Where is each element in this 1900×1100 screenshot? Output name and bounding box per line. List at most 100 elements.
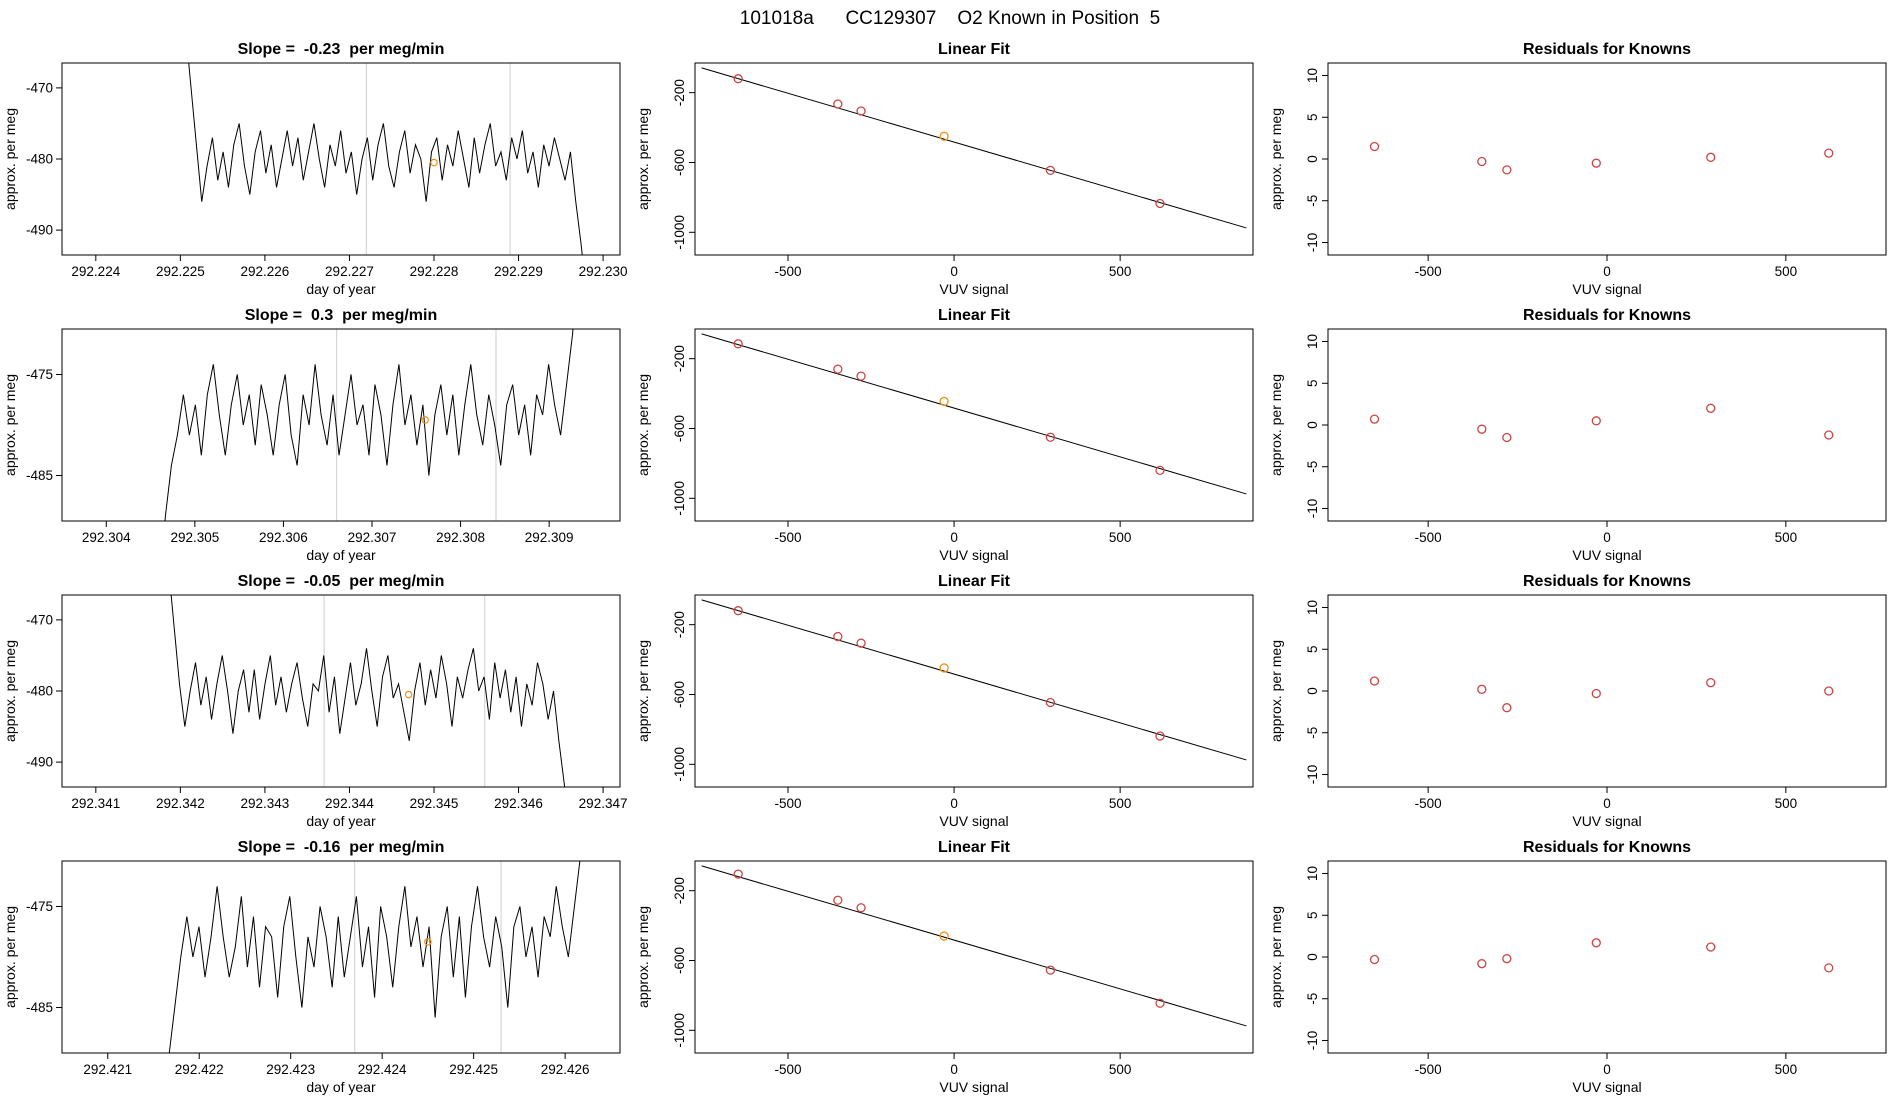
svg-text:-5: -5: [1305, 727, 1320, 739]
chart-canvas: -500 0 500 -200 -600 -1000 Linear Fit VUV signa…: [635, 839, 1254, 1095]
plot-r2-linear-fit: -500 0 500 -200 -600 -1000 Linear Fit VUV signa…: [633, 302, 1266, 568]
svg-text:0: 0: [1603, 530, 1611, 545]
svg-text:500: 500: [1109, 264, 1132, 279]
svg-text:292.422: 292.422: [175, 1062, 224, 1077]
svg-text:Residuals for Knowns: Residuals for Knowns: [1523, 307, 1691, 324]
plot-r1-linear-fit: -500 0 500 -200 -600 -1000 Linear Fit VUV signa…: [633, 36, 1266, 302]
svg-text:292.346: 292.346: [494, 796, 543, 811]
chart-canvas: -500 0 500 10 5 0 -5 -10 Residuals for Knowns VUV…: [1268, 41, 1887, 297]
svg-text:Linear Fit: Linear Fit: [938, 839, 1011, 856]
svg-text:approx. per meg: approx. per meg: [635, 906, 651, 1008]
svg-text:292.307: 292.307: [348, 530, 397, 545]
svg-text:0: 0: [1603, 1062, 1611, 1077]
svg-text:VUV signal: VUV signal: [1572, 1079, 1641, 1095]
svg-text:day of year: day of year: [306, 547, 376, 563]
svg-text:292.342: 292.342: [156, 796, 205, 811]
chart-canvas: 292.341 292.342 292.343 292.344 292.345 292.3…: [2, 573, 628, 829]
plot-r4-linear-fit: -500 0 500 -200 -600 -1000 Linear Fit VUV signa…: [633, 834, 1266, 1100]
svg-text:-200: -200: [672, 877, 687, 904]
svg-text:approx. per meg: approx. per meg: [1268, 906, 1284, 1008]
svg-text:day of year: day of year: [306, 281, 376, 297]
svg-text:-1000: -1000: [672, 1013, 687, 1048]
svg-text:292.347: 292.347: [579, 796, 628, 811]
svg-text:0: 0: [950, 796, 958, 811]
svg-text:-490: -490: [26, 223, 53, 238]
svg-text:0: 0: [1305, 687, 1320, 695]
svg-text:-10: -10: [1305, 765, 1320, 785]
svg-text:-200: -200: [672, 79, 687, 106]
svg-text:292.344: 292.344: [325, 796, 374, 811]
svg-text:-500: -500: [1415, 264, 1442, 279]
svg-text:292.304: 292.304: [82, 530, 131, 545]
svg-text:10: 10: [1305, 334, 1320, 349]
svg-text:500: 500: [1775, 796, 1798, 811]
svg-text:-500: -500: [774, 796, 801, 811]
svg-text:Linear Fit: Linear Fit: [938, 41, 1011, 58]
chart-canvas: -500 0 500 -200 -600 -1000 Linear Fit VUV signa…: [635, 573, 1254, 829]
svg-text:approx. per meg: approx. per meg: [1268, 374, 1284, 476]
chart-canvas: 292.421 292.422 292.423 292.424 292.425 292.4…: [2, 839, 621, 1095]
svg-text:5: 5: [1305, 646, 1320, 654]
plot-r3-linear-fit: -500 0 500 -200 -600 -1000 Linear Fit VUV signa…: [633, 568, 1266, 834]
svg-text:0: 0: [950, 1062, 958, 1077]
svg-text:-5: -5: [1305, 461, 1320, 473]
svg-text:-600: -600: [672, 149, 687, 176]
svg-text:VUV signal: VUV signal: [939, 1079, 1008, 1095]
svg-text:-500: -500: [1415, 796, 1442, 811]
svg-text:292.345: 292.345: [410, 796, 459, 811]
svg-text:approx. per meg: approx. per meg: [635, 108, 651, 210]
svg-text:292.426: 292.426: [541, 1062, 590, 1077]
svg-text:292.423: 292.423: [266, 1062, 315, 1077]
plot-r3-slope-timeseries: 292.341 292.342 292.343 292.344 292.345 292.3…: [0, 568, 633, 834]
svg-text:292.306: 292.306: [259, 530, 308, 545]
plot-r3-residuals: -500 0 500 10 5 0 -5 -10 Residuals for Knowns VUV…: [1266, 568, 1900, 834]
plot-r2-slope-timeseries: 292.304 292.305 292.306 292.307 292.308 292.3…: [0, 302, 633, 568]
svg-text:-1000: -1000: [672, 215, 687, 250]
chart-canvas: -500 0 500 10 5 0 -5 -10 Residuals for Knowns VUV…: [1268, 839, 1887, 1095]
svg-text:-600: -600: [672, 415, 687, 442]
svg-text:0: 0: [1305, 953, 1320, 961]
svg-text:500: 500: [1775, 264, 1798, 279]
svg-text:500: 500: [1775, 1062, 1798, 1077]
svg-text:VUV signal: VUV signal: [1572, 547, 1641, 563]
svg-text:5: 5: [1305, 114, 1320, 122]
svg-text:292.224: 292.224: [71, 264, 120, 279]
svg-text:-5: -5: [1305, 195, 1320, 207]
svg-text:approx. per meg: approx. per meg: [2, 640, 18, 742]
svg-text:-10: -10: [1305, 1031, 1320, 1051]
svg-text:-600: -600: [672, 681, 687, 708]
svg-text:Residuals for Knowns: Residuals for Knowns: [1523, 839, 1691, 856]
svg-text:500: 500: [1109, 1062, 1132, 1077]
svg-text:292.424: 292.424: [358, 1062, 407, 1077]
svg-text:approx. per meg: approx. per meg: [1268, 108, 1284, 210]
svg-text:-475: -475: [26, 899, 53, 914]
svg-text:Slope = -0.05 per meg/min: Slope = -0.05 per meg/min: [238, 573, 445, 590]
svg-text:-485: -485: [26, 1000, 53, 1015]
svg-text:-500: -500: [774, 1062, 801, 1077]
svg-text:500: 500: [1109, 530, 1132, 545]
svg-text:Residuals for Knowns: Residuals for Knowns: [1523, 41, 1691, 58]
svg-text:-500: -500: [1415, 530, 1442, 545]
svg-text:VUV signal: VUV signal: [939, 813, 1008, 829]
svg-text:-10: -10: [1305, 233, 1320, 253]
svg-text:approx. per meg: approx. per meg: [2, 108, 18, 210]
svg-text:292.421: 292.421: [83, 1062, 132, 1077]
chart-canvas: -500 0 500 10 5 0 -5 -10 Residuals for Knowns VUV…: [1268, 307, 1887, 563]
svg-text:292.343: 292.343: [241, 796, 290, 811]
svg-text:10: 10: [1305, 600, 1320, 615]
svg-text:0: 0: [950, 264, 958, 279]
plot-r2-residuals: -500 0 500 10 5 0 -5 -10 Residuals for Knowns VUV…: [1266, 302, 1900, 568]
svg-text:-600: -600: [672, 947, 687, 974]
svg-text:VUV signal: VUV signal: [939, 281, 1008, 297]
plot-r4-slope-timeseries: 292.421 292.422 292.423 292.424 292.425 292.4…: [0, 834, 633, 1100]
page-title: 101018a CC129307 O2 Known in Position 5: [739, 8, 1161, 29]
chart-canvas: -500 0 500 -200 -600 -1000 Linear Fit VUV signa…: [635, 307, 1254, 563]
svg-text:0: 0: [1305, 155, 1320, 163]
svg-text:292.308: 292.308: [436, 530, 485, 545]
svg-text:0: 0: [1603, 264, 1611, 279]
svg-text:-200: -200: [672, 345, 687, 372]
svg-text:-200: -200: [672, 611, 687, 638]
svg-text:-480: -480: [26, 684, 53, 699]
plot-r4-residuals: -500 0 500 10 5 0 -5 -10 Residuals for Knowns VUV…: [1266, 834, 1900, 1100]
